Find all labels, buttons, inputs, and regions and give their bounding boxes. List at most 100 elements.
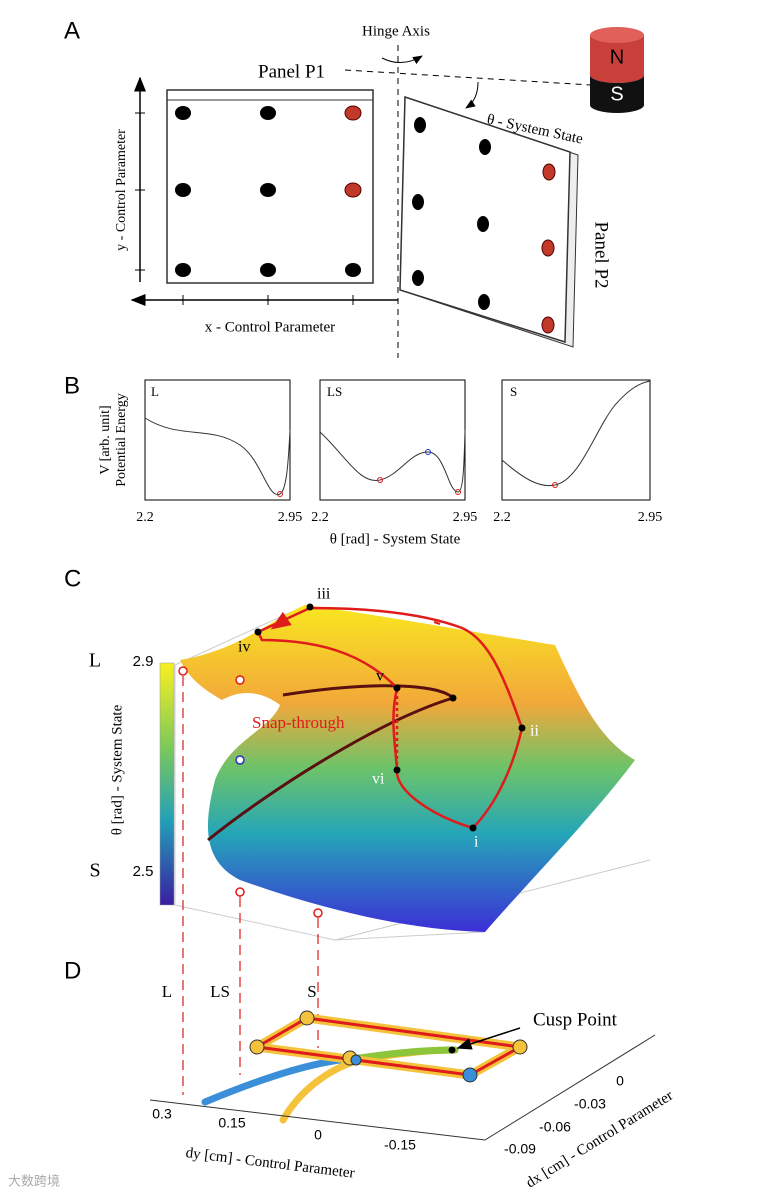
cusp-arrow — [456, 1027, 521, 1050]
dy-label: dy [cm] - Control Parameter — [185, 1145, 356, 1182]
plot-title: LS — [327, 384, 342, 399]
dot — [542, 163, 556, 181]
corner — [299, 1010, 315, 1026]
dot — [175, 106, 191, 120]
z-label: θ [rad] - System State — [109, 704, 125, 835]
magnet-n-label: N — [610, 46, 624, 68]
dot — [260, 263, 276, 277]
corner — [512, 1039, 528, 1055]
panel-letter: B — [64, 372, 80, 399]
projection-lines — [182, 676, 319, 1095]
dot — [345, 263, 361, 277]
dot — [175, 183, 191, 197]
minimum — [277, 491, 283, 497]
dy-tick: 0.3 — [152, 1106, 172, 1122]
fold-curve — [207, 684, 456, 842]
magnet-s — [590, 75, 644, 113]
x-label: x - Control Parameter — [205, 319, 335, 335]
dot — [175, 263, 191, 277]
panel-label: Panel P2 — [591, 221, 612, 288]
marker — [178, 666, 188, 676]
corner — [462, 1067, 478, 1083]
state-label: LS — [210, 982, 230, 1001]
dx-tick: 0 — [616, 1073, 624, 1089]
dot — [541, 239, 555, 257]
plot-ls: LS 2.2 2.95 — [311, 379, 477, 525]
dot — [541, 316, 555, 334]
x-tick: 2.2 — [493, 510, 511, 525]
panel-letter: A — [64, 17, 80, 44]
corner — [249, 1039, 265, 1055]
point — [306, 603, 314, 611]
energy-curve — [501, 380, 651, 487]
magnet: N S — [590, 27, 644, 113]
dy-tick: 0.15 — [218, 1115, 245, 1131]
y-label: Potential Energy — [114, 393, 129, 486]
marker — [313, 908, 323, 918]
dx-tick: -0.09 — [504, 1141, 536, 1157]
point-label: v — [376, 668, 384, 685]
marker — [235, 755, 245, 765]
minimum — [552, 482, 558, 488]
plot-l: L 2.2 2.95 — [136, 379, 303, 525]
magnet-top — [590, 27, 644, 43]
panel-label: Panel P1 — [258, 61, 325, 82]
point-label: i — [474, 834, 479, 851]
hinge-label: Hinge Axis — [362, 23, 430, 39]
energy-curve — [144, 417, 291, 495]
state-label: L — [162, 982, 172, 1001]
dots-p2 — [412, 117, 556, 334]
annotation: Snap-through — [252, 713, 345, 732]
marker — [235, 675, 245, 685]
dot — [479, 139, 491, 155]
axes — [149, 1034, 656, 1141]
panel-letter: D — [64, 957, 81, 984]
point-label: iii — [317, 586, 331, 603]
corner — [350, 1054, 362, 1066]
state-points — [254, 603, 526, 832]
point-label: iv — [238, 639, 250, 656]
watermark: 大数跨境 — [8, 1173, 60, 1188]
maximum — [425, 449, 431, 455]
point — [254, 628, 262, 636]
y-label: V [arb. unit] — [98, 405, 113, 474]
dot — [344, 182, 362, 198]
marker — [235, 887, 245, 897]
colorbar — [159, 662, 175, 906]
dots-p1 — [175, 105, 362, 277]
colorbar-tick: 2.9 — [133, 653, 154, 670]
plot-frame — [501, 379, 651, 501]
cusp-label: Cusp Point — [533, 1009, 618, 1030]
direction-arrows — [279, 620, 504, 791]
x-tick: 2.95 — [278, 510, 303, 525]
magnet-n — [590, 35, 644, 83]
branch — [201, 1054, 364, 1106]
point — [393, 766, 401, 774]
x-ticks — [182, 295, 354, 305]
colorbar-tick: 2.5 — [133, 863, 154, 880]
dot — [478, 294, 490, 310]
point — [393, 684, 401, 692]
panel-letter: C — [64, 565, 81, 592]
dot — [477, 216, 489, 232]
dot — [412, 270, 424, 286]
magnet-s-label: S — [610, 83, 623, 105]
energy-curve — [319, 429, 466, 493]
plot-frame — [144, 379, 291, 501]
plot-title: L — [151, 384, 159, 399]
point — [518, 724, 526, 732]
x-label: θ [rad] - System State — [330, 531, 461, 547]
branch — [356, 1046, 459, 1062]
dot — [414, 117, 426, 133]
x-tick: 2.95 — [638, 510, 663, 525]
panel-p1 — [166, 89, 374, 284]
axes-box — [174, 607, 651, 941]
point-label: ii — [530, 723, 539, 740]
y-label: y - Control Parameter — [114, 129, 129, 251]
y-ticks — [135, 112, 145, 271]
dx-tick: -0.06 — [539, 1119, 571, 1135]
dy-tick: 0 — [314, 1127, 322, 1143]
dy-tick: -0.15 — [384, 1137, 416, 1153]
cusp-point — [448, 1046, 456, 1054]
